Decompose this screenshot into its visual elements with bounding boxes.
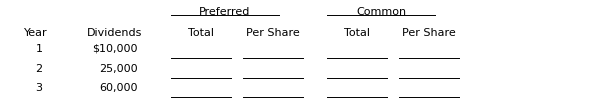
Text: Dividends: Dividends — [87, 28, 142, 38]
Text: Per Share: Per Share — [246, 28, 300, 38]
Text: 60,000: 60,000 — [100, 83, 138, 93]
Text: 1: 1 — [35, 44, 43, 54]
Text: Per Share: Per Share — [402, 28, 456, 38]
Text: Total: Total — [344, 28, 370, 38]
Text: Total: Total — [188, 28, 214, 38]
Text: 25,000: 25,000 — [100, 64, 138, 74]
Text: Preferred: Preferred — [199, 7, 251, 17]
Text: $10,000: $10,000 — [92, 44, 138, 54]
Text: Year: Year — [24, 28, 47, 38]
Text: 2: 2 — [35, 64, 43, 74]
Text: Common: Common — [356, 7, 406, 17]
Text: 3: 3 — [35, 83, 43, 93]
